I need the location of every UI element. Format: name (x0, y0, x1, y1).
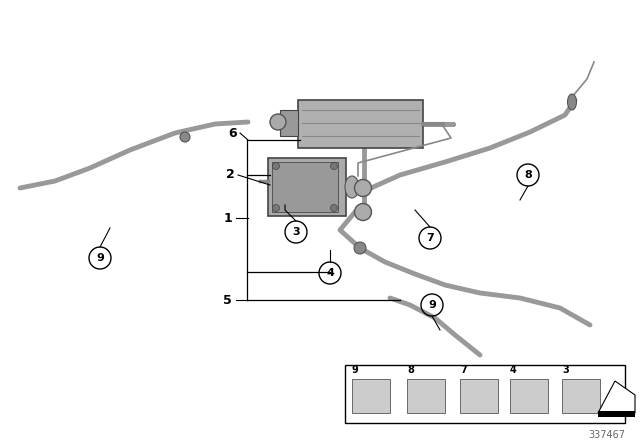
Text: 8: 8 (524, 170, 532, 180)
Text: 7: 7 (460, 365, 467, 375)
Bar (598, 411, 635, 417)
Text: 2: 2 (227, 168, 235, 181)
Bar (345, 365, 625, 423)
Text: 4: 4 (326, 268, 334, 278)
Text: 9: 9 (428, 300, 436, 310)
Text: 3: 3 (562, 365, 569, 375)
FancyBboxPatch shape (272, 162, 338, 212)
Text: 9: 9 (96, 253, 104, 263)
Text: 6: 6 (228, 126, 237, 139)
FancyBboxPatch shape (352, 379, 390, 413)
Text: 1: 1 (223, 211, 232, 224)
Circle shape (273, 163, 280, 169)
Text: 337467: 337467 (588, 430, 625, 440)
Text: 7: 7 (426, 233, 434, 243)
Ellipse shape (568, 94, 577, 110)
Circle shape (273, 204, 280, 211)
Text: 9: 9 (352, 365, 359, 375)
FancyBboxPatch shape (562, 379, 600, 413)
FancyBboxPatch shape (268, 158, 346, 216)
Text: 5: 5 (223, 293, 232, 306)
Circle shape (355, 180, 371, 197)
FancyBboxPatch shape (510, 379, 548, 413)
Text: 4: 4 (510, 365, 516, 375)
FancyBboxPatch shape (407, 379, 445, 413)
Polygon shape (598, 381, 635, 413)
Circle shape (354, 242, 366, 254)
FancyBboxPatch shape (298, 100, 423, 148)
Ellipse shape (345, 176, 359, 198)
Circle shape (355, 203, 371, 220)
Circle shape (330, 204, 337, 211)
Circle shape (180, 132, 190, 142)
Circle shape (270, 114, 286, 130)
Circle shape (330, 163, 337, 169)
Text: 3: 3 (292, 227, 300, 237)
Text: 8: 8 (407, 365, 414, 375)
FancyBboxPatch shape (460, 379, 498, 413)
FancyBboxPatch shape (280, 110, 298, 136)
